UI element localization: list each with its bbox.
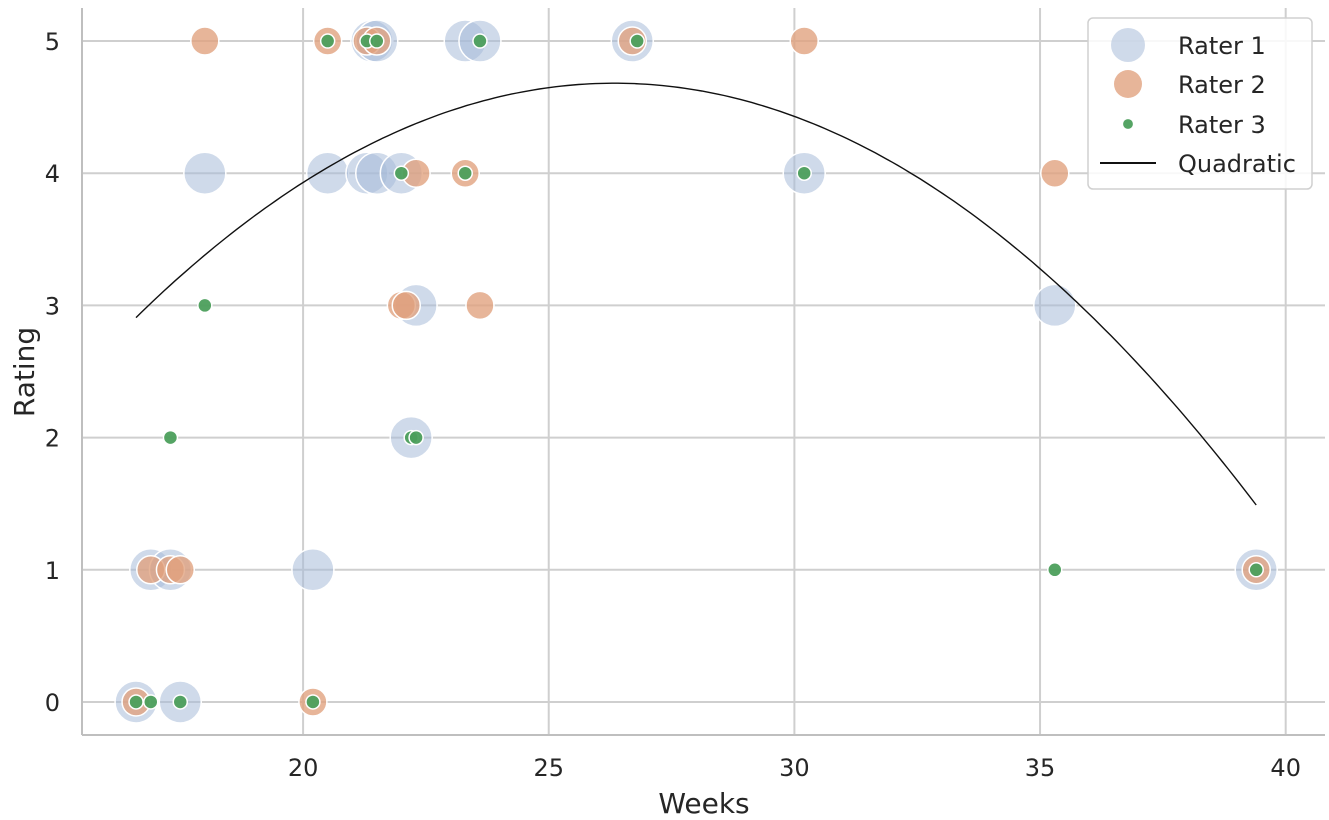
legend-marker	[1114, 70, 1142, 98]
rater3-point	[1047, 562, 1063, 578]
y-tick-label: 4	[45, 160, 60, 188]
rater2-point	[165, 555, 196, 585]
legend-marker	[1111, 28, 1145, 62]
rater3-point	[369, 33, 385, 49]
legend-label: Rater 1	[1178, 32, 1266, 60]
rater3-point	[796, 165, 812, 181]
rater2-point	[789, 26, 819, 56]
rater3-point	[472, 33, 488, 49]
legend: Rater 1 Rater 2 Rater 3 Quadratic	[1087, 17, 1313, 190]
rater1-point	[1033, 283, 1077, 328]
legend-label: Rater 2	[1178, 71, 1266, 99]
rater2-point	[1040, 158, 1070, 188]
quadratic-fit	[135, 82, 1257, 506]
rater1-point	[291, 548, 335, 592]
rater3-point	[162, 429, 179, 446]
legend-box	[1087, 17, 1313, 190]
y-axis-label: Rating	[8, 327, 41, 417]
rater3-point	[197, 297, 213, 314]
rater3-point	[305, 694, 321, 710]
y-tick-label: 0	[45, 689, 60, 717]
rater3-point	[393, 165, 410, 181]
y-tick-label: 3	[45, 292, 60, 320]
x-tick-label: 20	[288, 754, 319, 782]
rater3-point	[319, 33, 336, 49]
rater2-point	[190, 26, 220, 56]
legend-marker	[1123, 119, 1133, 129]
rater3-point	[172, 694, 189, 710]
legend-label: Quadratic	[1178, 150, 1296, 178]
rater2-point	[391, 290, 422, 321]
quadratic-curve	[135, 82, 1257, 506]
x-tick-label: 30	[779, 754, 810, 782]
y-tick-label: 1	[45, 557, 60, 585]
rater3-point	[128, 694, 144, 710]
rater3-point	[629, 33, 645, 49]
rater3-point	[408, 429, 424, 446]
rater3-point	[1248, 562, 1264, 578]
rater3-point	[457, 165, 473, 181]
x-tick-label: 25	[533, 754, 564, 782]
data-points	[114, 19, 1278, 724]
axes	[81, 8, 1325, 736]
rater1-point	[183, 151, 227, 195]
x-axis-label: Weeks	[658, 787, 749, 820]
rater2-point	[465, 290, 495, 321]
tick-labels: 20 25 30 35 40 0 1 2 3 4 5	[45, 28, 1301, 782]
rater3-point	[143, 694, 159, 710]
legend-label: Rater 3	[1178, 111, 1266, 139]
y-tick-label: 5	[45, 28, 60, 56]
y-tick-label: 2	[45, 425, 60, 453]
x-tick-label: 35	[1025, 754, 1056, 782]
x-tick-label: 40	[1270, 754, 1301, 782]
